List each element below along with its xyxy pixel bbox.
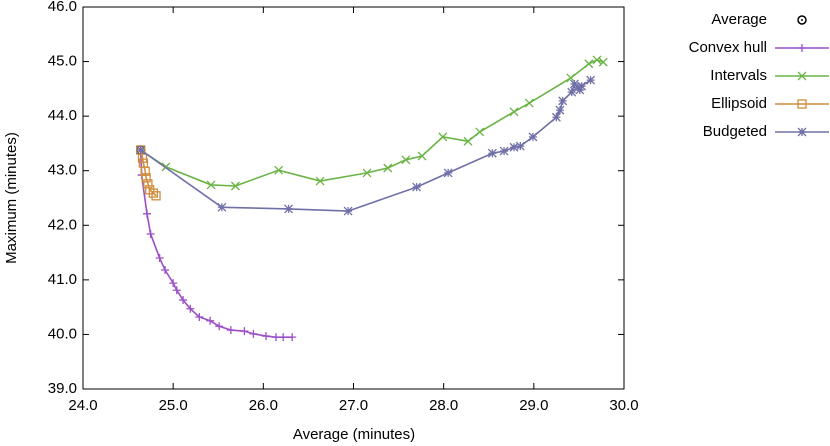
point-marker <box>230 181 240 191</box>
x-tick-label: 27.0 <box>339 397 368 414</box>
x-tick-label: 26.0 <box>249 397 278 414</box>
point-marker <box>206 180 216 190</box>
x-tick-label: 29.0 <box>519 397 548 414</box>
y-tick-label: 44.0 <box>48 107 77 124</box>
point-marker <box>284 204 294 214</box>
point-marker <box>186 304 195 313</box>
point-marker <box>509 107 519 117</box>
point-marker <box>598 57 608 67</box>
plot-frame <box>82 6 625 390</box>
point-marker <box>528 132 538 142</box>
point-marker <box>288 333 297 342</box>
point-marker <box>343 206 353 216</box>
point-marker <box>279 333 288 342</box>
point-marker <box>195 312 204 321</box>
point-marker <box>226 326 235 335</box>
point-marker <box>584 59 594 69</box>
point-marker <box>524 98 534 108</box>
point-marker <box>148 188 158 198</box>
point-marker <box>172 286 181 295</box>
point-marker <box>475 127 485 137</box>
point-marker <box>155 254 164 263</box>
legend-label: Ellipsoid <box>711 95 767 112</box>
point-marker <box>551 112 561 122</box>
point-marker <box>141 173 151 183</box>
y-tick-label: 46.0 <box>48 0 77 15</box>
point-marker <box>575 85 585 95</box>
point-marker <box>151 191 161 201</box>
point-marker <box>206 316 215 325</box>
x-tick-label: 30.0 <box>609 397 638 414</box>
point-marker <box>443 168 453 178</box>
x-axis-label: Average (minutes) <box>293 426 415 443</box>
point-marker <box>315 176 325 186</box>
point-marker <box>797 127 807 137</box>
point-marker <box>566 73 576 83</box>
point-marker <box>797 71 807 81</box>
legend-label: Budgeted <box>703 123 767 140</box>
legend-label: Convex hull <box>689 39 767 56</box>
point-marker <box>487 148 497 158</box>
point-marker <box>592 55 602 65</box>
y-tick-label: 43.0 <box>48 162 77 179</box>
point-marker <box>240 327 249 336</box>
point-marker <box>797 15 807 25</box>
point-marker <box>509 142 519 152</box>
point-marker <box>555 105 565 115</box>
legend-label: Intervals <box>710 67 767 84</box>
point-marker <box>797 99 807 109</box>
legend-label: Average <box>711 11 767 28</box>
y-tick-label: 42.0 <box>48 216 77 233</box>
point-marker <box>577 81 587 91</box>
point-marker <box>383 163 393 173</box>
point-marker <box>567 87 577 97</box>
y-axis-label: Maximum (minutes) <box>3 132 20 264</box>
y-tick-label: 41.0 <box>48 271 77 288</box>
point-marker <box>271 333 280 342</box>
point-marker <box>249 329 258 338</box>
legend-point-center <box>801 19 803 21</box>
series-line <box>139 149 293 338</box>
point-marker <box>140 166 150 176</box>
point-marker <box>136 145 146 155</box>
x-tick-label: 25.0 <box>159 397 188 414</box>
series-line <box>140 59 604 187</box>
point-marker <box>137 153 148 163</box>
point-marker <box>417 151 427 161</box>
point-marker <box>412 182 422 192</box>
point-marker <box>573 82 583 92</box>
point-marker <box>217 202 227 212</box>
y-tick-label: 40.0 <box>48 325 77 342</box>
y-tick-label: 39.0 <box>48 380 77 397</box>
point-marker <box>179 296 188 305</box>
x-tick-label: 24.0 <box>68 397 97 414</box>
point-marker <box>515 141 525 151</box>
point-marker <box>401 155 411 165</box>
point-marker <box>215 322 224 331</box>
point-marker <box>798 44 806 52</box>
point-marker <box>558 96 568 106</box>
x-tick-label: 28.0 <box>429 397 458 414</box>
point-marker <box>463 136 473 146</box>
y-tick-label: 45.0 <box>48 53 77 70</box>
point-marker <box>161 266 170 275</box>
point-marker <box>169 279 178 288</box>
point-marker <box>438 132 448 142</box>
point-marker <box>262 332 271 341</box>
point-marker <box>586 75 596 85</box>
point-marker <box>274 165 284 175</box>
point-marker <box>499 146 509 156</box>
point-marker <box>362 168 372 178</box>
point-marker <box>143 209 152 218</box>
point-marker <box>143 179 153 189</box>
point-marker <box>146 230 155 239</box>
